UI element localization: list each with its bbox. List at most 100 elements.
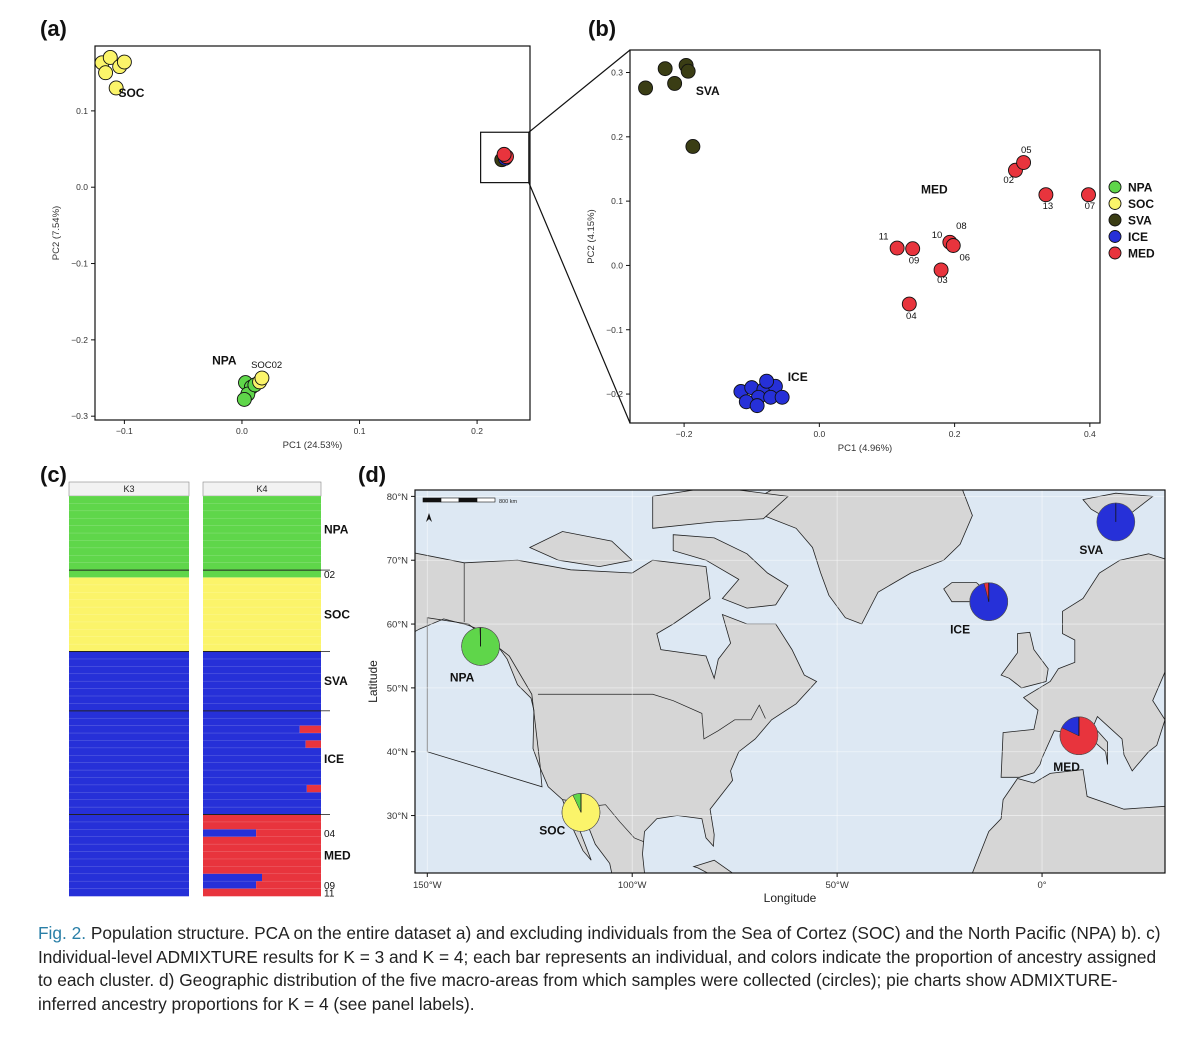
ancestry-bar-segment [69,518,189,526]
point-annotation: NPA [212,353,237,367]
ancestry-bar-segment [203,570,321,578]
ancestry-bar-segment [203,710,321,719]
ancestry-bar-segment [203,510,321,519]
data-point-med [496,146,512,162]
group-label: NPA [324,522,349,536]
ancestry-bar-segment [69,829,189,838]
ancestry-bar-segment [203,592,321,601]
point-annotation: 13 [1043,201,1054,212]
panel-label-b: (b) [588,16,617,41]
legend-swatch-soc [1108,197,1122,210]
ancestry-bar-segment [203,696,321,704]
legend-label-ice: ICE [1128,230,1148,244]
x-tick-label: −0.1 [116,426,133,436]
map-x-tick-label: 50°W [825,880,848,891]
ancestry-bar-segment [69,577,189,586]
data-point-med [1081,187,1096,203]
ancestry-bar-segment [69,681,189,689]
ancestry-bar-segment [69,755,189,763]
point-annotation: MED [921,182,948,196]
group-label: 04 [324,829,336,840]
data-point-sva [657,61,673,77]
ancestry-bar-segment [69,777,189,786]
ancestry-bar-segment [203,873,262,882]
ancestry-bar-segment [69,821,189,830]
ancestry-bar-segment [69,651,189,660]
ancestry-bar-segment [203,784,307,793]
x-axis-label: PC1 (4.96%) [838,443,892,454]
group-label: 11 [324,888,335,899]
data-point-sva [638,80,654,96]
ancestry-bar-segment [69,673,189,682]
ancestry-bar-segment [69,607,189,615]
ancestry-bar-segment [69,807,189,815]
ancestry-bar-segment [256,829,321,838]
data-point-med [945,238,961,253]
plot-frame [629,49,1101,424]
point-annotation: 06 [959,252,970,263]
ancestry-bar-segment [69,888,189,897]
ancestry-bar-segment [203,547,321,556]
data-point-ice [749,398,765,414]
ancestry-bar-segment [69,688,189,697]
ancestry-bar-segment [203,629,321,638]
ancestry-bar-segment [203,858,321,867]
land-pacific-coast-patch [426,617,543,788]
ancestry-bar-segment [69,555,189,563]
y-tick-label: 0.1 [611,196,623,206]
data-point-soc [116,54,132,70]
ancestry-bar-segment [203,762,321,771]
data-point-med [901,296,917,312]
ancestry-bar-segment [69,814,189,823]
panel-label-c: (c) [40,462,67,487]
ancestry-bar-segment [69,592,189,601]
ancestry-bar-segment [203,496,321,504]
pie-label-npa: NPA [450,671,475,685]
ancestry-bar-segment [69,799,189,808]
ancestry-bar-segment [69,881,189,889]
legend-label-soc: SOC [1128,197,1154,211]
map-y-tick-label: 30°N [387,811,408,822]
ancestry-bar-segment [203,651,321,660]
ancestry-bar-segment [203,836,321,845]
data-point-npa [236,391,252,407]
ancestry-bar-segment [203,503,321,512]
ancestry-bar-segment [203,703,321,712]
group-label: 09 [324,881,336,892]
ancestry-bar-segment [305,740,321,749]
ancestry-bar-segment [203,688,321,697]
ancestry-bar-segment [69,547,189,556]
data-point-sva [680,63,696,79]
y-axis-label: PC2 (7.54%) [51,206,62,260]
ancestry-bar-segment [69,762,189,771]
ancestry-bar-segment [203,829,257,838]
zoom-line-top [528,49,631,133]
ancestry-bar-segment [69,784,189,793]
pie-outline-soc [561,793,601,832]
y-tick-label: −0.1 [71,259,88,269]
y-tick-label: −0.1 [606,325,623,335]
legend-label-med: MED [1128,247,1155,261]
ancestry-bar-segment [69,858,189,867]
data-point-ice [774,389,790,405]
legend-swatch-ice [1108,230,1122,243]
ancestry-bar-segment [69,533,189,541]
scale-bar-label: 800 km [499,499,517,505]
facet-label: K4 [256,484,267,494]
ancestry-bar-segment [203,740,306,749]
ancestry-bar-segment [203,673,321,682]
ancestry-bar-segment [203,577,321,586]
point-annotation: 05 [1021,145,1032,156]
data-point-med [889,240,905,256]
data-point-soc [254,370,270,386]
ancestry-bar-segment [203,770,321,778]
group-label: ICE [324,752,344,766]
ancestry-bar-segment [203,851,321,860]
ancestry-bar-segment [69,510,189,519]
group-label: MED [324,848,351,862]
plot-frame [94,45,531,421]
ancestry-bar-segment [203,525,321,534]
ancestry-bar-segment [69,718,189,726]
map-x-tick-label: 150°W [413,880,442,891]
ancestry-bar-segment [203,540,321,549]
